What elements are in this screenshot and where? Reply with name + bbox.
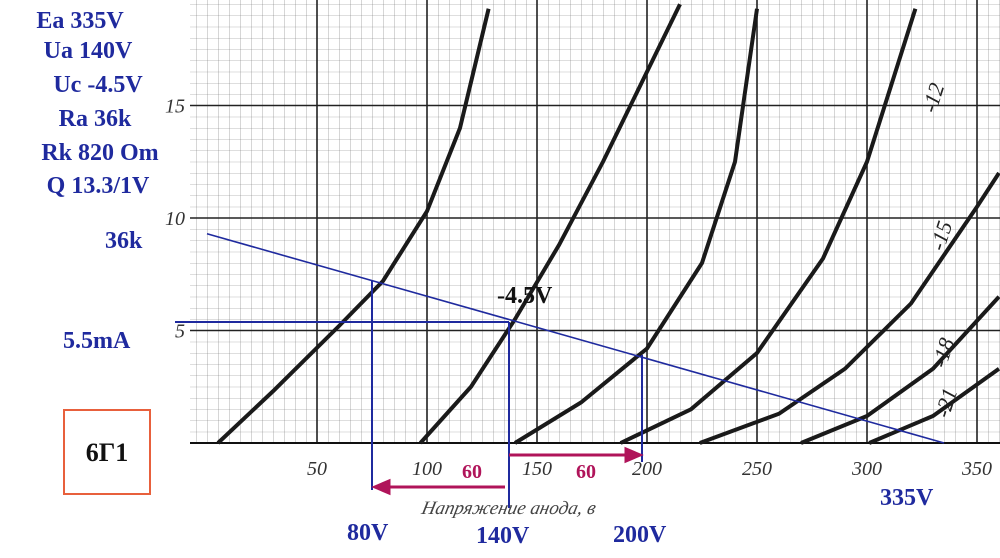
x-tick-label: 50 (307, 458, 327, 480)
load-line (206, 232, 945, 444)
projection-lines (175, 280, 643, 508)
y-tick-label: 15 (165, 96, 185, 118)
x-tick-label: 150 (522, 458, 552, 480)
swing-arrows (371, 446, 644, 496)
y-tick-label: 5 (175, 321, 185, 343)
x-tick-label: 250 (742, 458, 772, 480)
param: Ua 140V (44, 38, 133, 64)
voltage-label: 80V (347, 520, 389, 546)
load-label: 36k (105, 228, 143, 254)
param: Rk 820 Om (41, 140, 158, 166)
grid-voltage-label: -4.5V (497, 283, 553, 309)
curve (216, 8, 491, 445)
fine-grid (190, 0, 1000, 443)
current-label: 5.5mA (63, 328, 131, 354)
x-tick-label: 200 (632, 458, 662, 480)
x-axis-label: Напряжение анода, в (419, 498, 598, 519)
curve (699, 171, 1000, 445)
voltage-label: 200V (613, 522, 667, 548)
swing-label: 60 (462, 461, 482, 483)
voltage-label: 335V (880, 485, 934, 511)
tube-box (63, 409, 151, 495)
param: Uc -4.5V (53, 72, 143, 98)
curve (800, 295, 1000, 445)
curve (619, 8, 918, 445)
param: Ea 335V (36, 8, 124, 34)
curve (418, 3, 682, 445)
voltage-label: 140V (476, 523, 530, 549)
x-tick-label: 300 (851, 458, 882, 480)
swing-label: 60 (576, 461, 596, 483)
y-tick-label: 10 (165, 208, 185, 230)
x-tick-label: 350 (961, 458, 992, 480)
curve (513, 8, 759, 445)
tube-label: 6Г1 (86, 438, 129, 467)
param: Q 13.3/1V (47, 173, 150, 199)
curve (868, 367, 1000, 445)
param: Ra 36k (59, 106, 132, 132)
x-tick-label: 100 (412, 458, 442, 480)
